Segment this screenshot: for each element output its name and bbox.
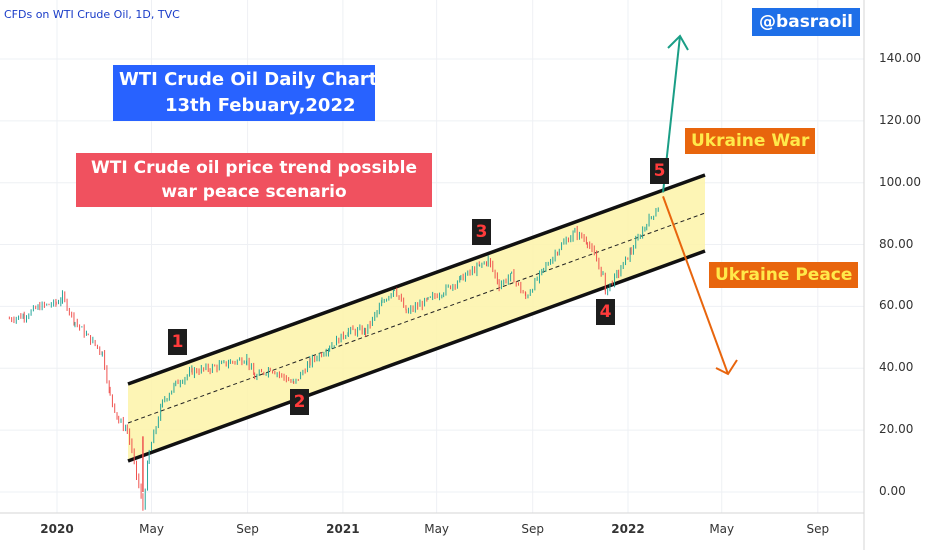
wave-label-5: 5 bbox=[650, 158, 669, 184]
peace-arrow-head bbox=[715, 359, 738, 376]
wave-label-2: 2 bbox=[290, 389, 309, 415]
channel-midline bbox=[127, 212, 706, 424]
x-tick-label-2: Sep bbox=[236, 522, 259, 536]
symbol-header: CFDs on WTI Crude Oil, 1D, TVC bbox=[4, 8, 180, 21]
peace-arrow-shaft bbox=[662, 196, 729, 375]
x-tick-label-4: May bbox=[424, 522, 450, 536]
chart-title-line1: WTI Crude Oil Daily Chart bbox=[119, 69, 378, 90]
y-tick-label-1: 20.00 bbox=[879, 422, 914, 437]
y-tick-label-5: 100.00 bbox=[879, 174, 921, 189]
scenario-subtitle-box: WTI Crude oil price trend possible war p… bbox=[76, 153, 432, 207]
price-candles bbox=[8, 207, 659, 511]
y-tick-label-3: 60.00 bbox=[879, 298, 914, 313]
chart-title-line2: 13th Febuary,2022 bbox=[165, 95, 356, 116]
ukraine-peace-label: Ukraine Peace bbox=[709, 262, 859, 288]
x-tick-label-5: Sep bbox=[521, 522, 545, 536]
scenario-subtitle-line1: WTI Crude oil price trend possible bbox=[91, 158, 417, 178]
trend-channel bbox=[127, 173, 706, 463]
channel-lower-line bbox=[127, 249, 706, 463]
y-tick-label-2: 40.00 bbox=[879, 360, 914, 375]
x-tick-label-8: Sep bbox=[806, 522, 830, 536]
ukraine-war-label: Ukraine War bbox=[685, 128, 816, 154]
x-tick-label-1: May bbox=[139, 522, 164, 536]
channel-upper-line bbox=[127, 173, 706, 386]
y-tick-label-4: 80.00 bbox=[879, 236, 914, 251]
wave-label-1: 1 bbox=[168, 329, 187, 355]
wave-label-3: 3 bbox=[472, 219, 491, 245]
wave-label-4: 4 bbox=[596, 299, 615, 325]
x-tick-label-6: 2022 bbox=[611, 522, 645, 536]
y-tick-label-6: 120.00 bbox=[879, 112, 921, 127]
x-tick-label-7: May bbox=[709, 522, 735, 536]
scenario-subtitle-line2: war peace scenario bbox=[161, 182, 347, 202]
chart-title-box: WTI Crude Oil Daily Chart 13th Febuary,2… bbox=[113, 65, 378, 121]
y-tick-label-7: 140.00 bbox=[879, 50, 921, 65]
war-arrow-head bbox=[667, 34, 689, 51]
author-handle: @basraoil bbox=[752, 8, 860, 36]
x-tick-label-0: 2020 bbox=[40, 522, 74, 536]
x-tick-label-3: 2021 bbox=[326, 522, 360, 536]
y-tick-label-0: 0.00 bbox=[879, 484, 906, 498]
channel-fill bbox=[128, 175, 705, 461]
